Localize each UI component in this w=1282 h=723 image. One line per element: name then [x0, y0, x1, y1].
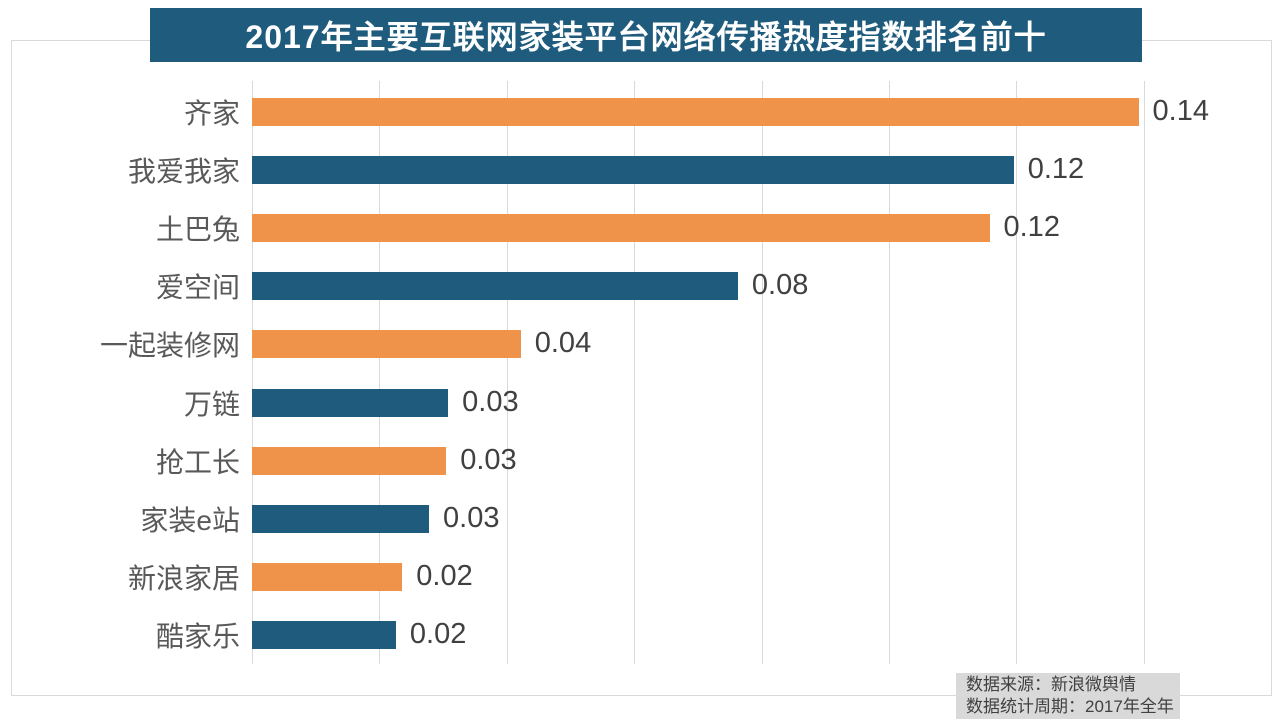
value-label: 0.12: [1003, 211, 1060, 244]
plot-frame: 齐家 0.14 我爱我家 0.12 土巴兔 0.12 爱空间 0.08 一起装修网 0.04 万链 0…: [11, 40, 1272, 696]
category-label: 齐家: [183, 98, 240, 129]
gridline: [1271, 81, 1272, 664]
gridline: [1016, 81, 1018, 664]
value-label: 0.14: [1152, 94, 1209, 127]
value-label: 0.02: [409, 617, 467, 650]
value-label: 0.03: [460, 443, 517, 476]
data-source-box: 数据来源：新浪微舆情 数据统计周期：2017年全年: [956, 673, 1180, 719]
gridline: [761, 81, 763, 664]
bar: [252, 330, 521, 359]
bar: [252, 562, 403, 591]
gridline: [379, 81, 381, 664]
bar: [252, 446, 447, 475]
bar: [252, 156, 1014, 185]
value-label: 0.03: [443, 501, 500, 534]
bar: [252, 98, 1139, 126]
value-label: 0.04: [534, 327, 592, 360]
category-label: 爱空间: [155, 272, 240, 304]
bar: [252, 214, 990, 243]
chart-title: 2017年主要互联网家装平台网络传播热度指数排名前十: [150, 8, 1142, 62]
gridline: [1143, 81, 1145, 664]
value-label: 0.08: [751, 269, 809, 302]
bar: [252, 388, 449, 417]
category-label: 抢工长: [155, 446, 240, 478]
bar: [252, 272, 738, 301]
category-label: 万链: [183, 388, 240, 420]
gridline: [252, 81, 253, 664]
gridline: [506, 81, 508, 664]
gridline: [634, 81, 636, 664]
bar: [252, 620, 396, 649]
data-source-line: 数据来源：新浪微舆情: [966, 675, 1136, 694]
value-label: 0.02: [416, 559, 473, 592]
category-label: 土巴兔: [155, 214, 240, 246]
category-label: 一起装修网: [99, 330, 240, 362]
category-label: 酷家乐: [155, 620, 240, 652]
value-label: 0.03: [462, 385, 519, 418]
category-label: 新浪家居: [127, 562, 240, 594]
bar: [252, 504, 430, 533]
data-period-line: 数据统计周期：2017年全年: [966, 697, 1174, 716]
gridline: [888, 81, 890, 664]
category-label: 我爱我家: [127, 156, 240, 188]
category-label: 家装e站: [140, 504, 240, 536]
value-label: 0.12: [1027, 152, 1085, 185]
